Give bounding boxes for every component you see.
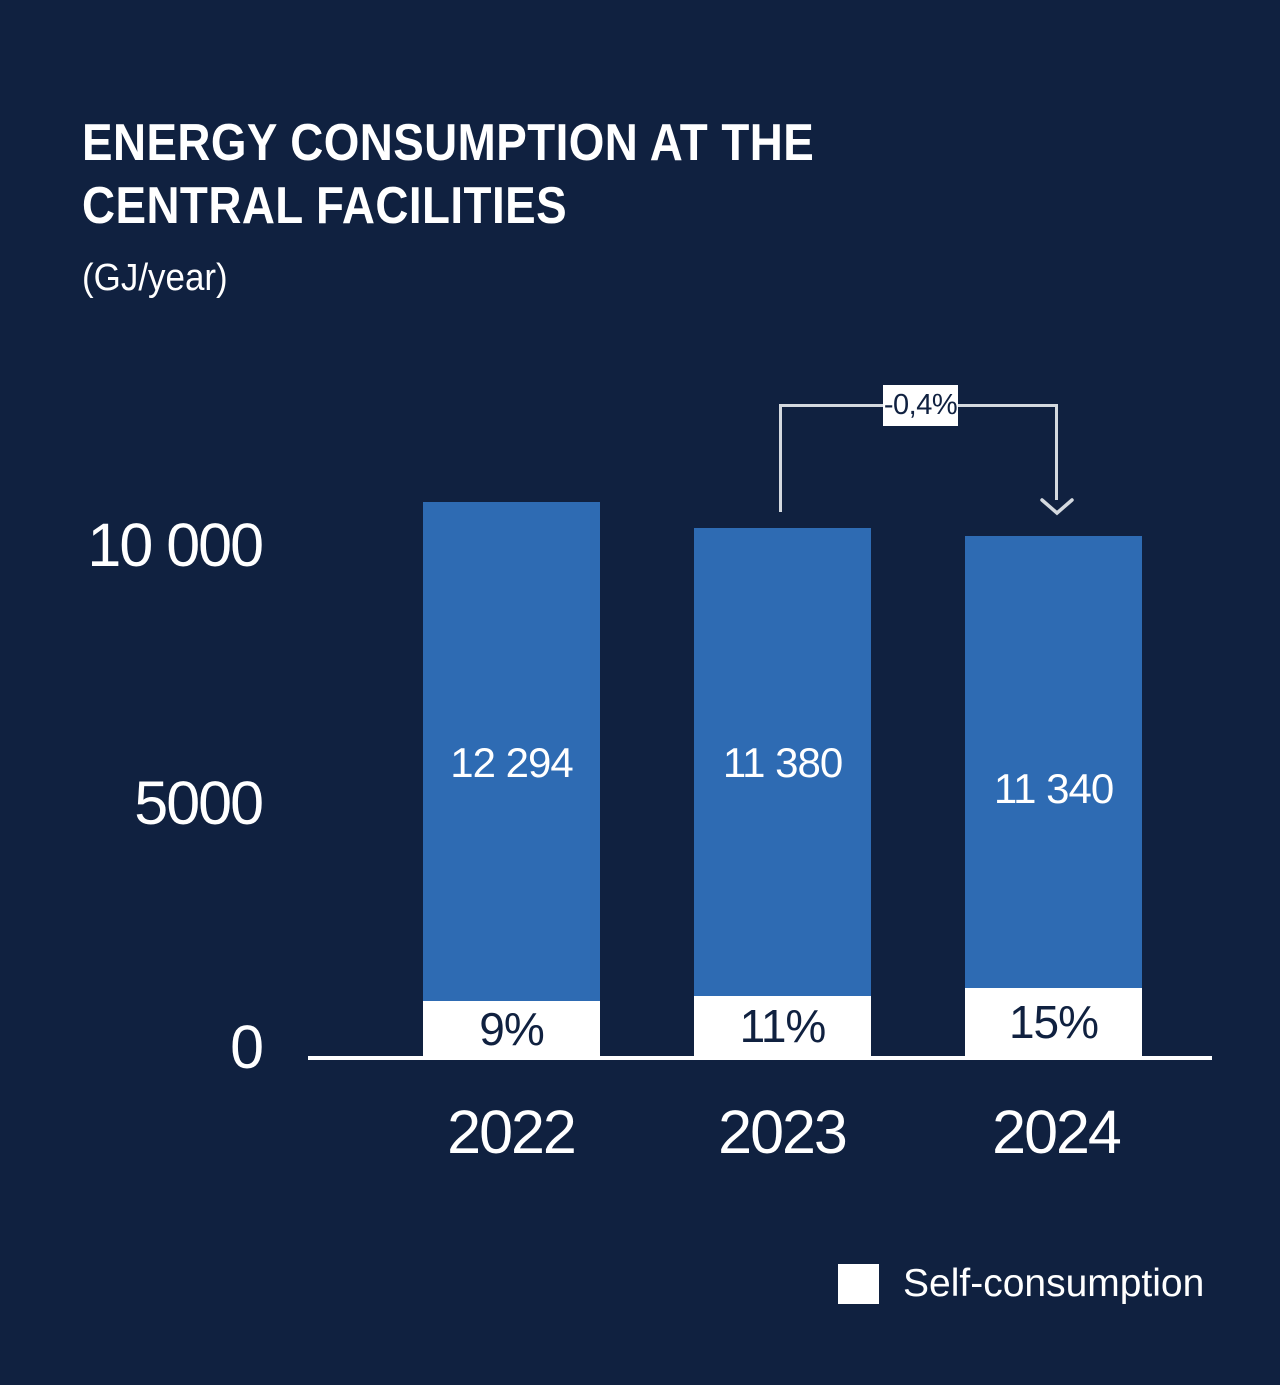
bar-2023: 11 380 11% bbox=[694, 528, 871, 1056]
change-annotation-badge: -0,4% bbox=[883, 385, 958, 426]
annotation-bracket-right-line bbox=[1055, 404, 1058, 500]
bar-2024-self-consumption-segment: 15% bbox=[965, 988, 1142, 1056]
bar-2023-self-consumption-segment: 11% bbox=[694, 996, 871, 1056]
chart-title-line2: CENTRAL FACILITIES bbox=[82, 177, 568, 235]
x-label-2022: 2022 bbox=[447, 1098, 577, 1166]
chart-title: ENERGY CONSUMPTION AT THE CENTRAL FACILI… bbox=[82, 112, 814, 238]
change-annotation-text: -0,4% bbox=[883, 389, 958, 421]
x-label-2024: 2024 bbox=[992, 1098, 1122, 1166]
x-label-2023: 2023 bbox=[718, 1098, 848, 1166]
legend-label-self-consumption: Self-consumption bbox=[903, 1262, 1205, 1305]
bar-2024-self-consumption-label: 15% bbox=[1008, 996, 1099, 1048]
bar-2022-value-label: 12 294 bbox=[450, 739, 573, 786]
bar-2022-self-consumption-segment: 9% bbox=[423, 1001, 600, 1056]
bar-2024: 11 340 15% bbox=[965, 536, 1142, 1056]
legend-swatch-self-consumption bbox=[838, 1264, 879, 1304]
bar-2024-value-label: 11 340 bbox=[993, 765, 1114, 812]
arrow-down-icon bbox=[1040, 498, 1074, 516]
bar-2023-value-label: 11 380 bbox=[722, 739, 843, 786]
bar-2022: 12 294 9% bbox=[423, 502, 600, 1056]
legend: Self-consumption bbox=[838, 1264, 1204, 1304]
annotation-bracket-left-line bbox=[779, 404, 782, 512]
chart-title-line1: ENERGY CONSUMPTION AT THE bbox=[82, 114, 815, 172]
y-tick-5000: 5000 bbox=[134, 769, 264, 837]
bar-2022-self-consumption-label: 9% bbox=[479, 1002, 544, 1055]
y-tick-0: 0 bbox=[230, 1013, 264, 1081]
chart-unit-label: (GJ/year) bbox=[82, 257, 228, 299]
x-axis-line bbox=[308, 1056, 1212, 1060]
bar-2023-self-consumption-label: 11% bbox=[739, 1000, 827, 1052]
y-tick-10000: 10 000 bbox=[87, 511, 264, 579]
